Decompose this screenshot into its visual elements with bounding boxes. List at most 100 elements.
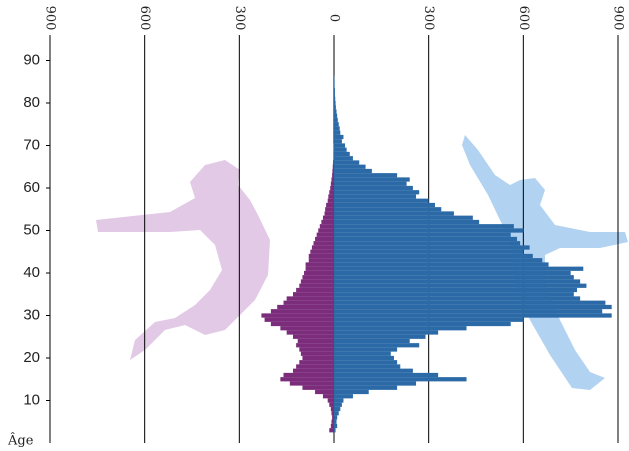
y-axis-label: Âge — [7, 433, 34, 449]
bar — [334, 385, 398, 390]
bar — [334, 419, 337, 424]
bar — [334, 79, 335, 84]
bar — [313, 241, 334, 246]
x-tick-label: 0 — [327, 14, 342, 22]
bar — [286, 296, 334, 301]
bar — [305, 266, 334, 271]
bar — [334, 368, 413, 373]
bar — [299, 347, 334, 352]
y-tick-label: 50 — [23, 221, 40, 238]
bar — [261, 313, 334, 318]
bar — [310, 249, 334, 254]
bar — [334, 117, 338, 123]
bar — [334, 96, 336, 101]
bar — [334, 355, 394, 361]
bar — [283, 372, 334, 378]
bar — [334, 190, 420, 195]
bar — [334, 236, 518, 242]
bar — [283, 300, 334, 305]
bar — [332, 168, 334, 174]
ticks: 900 600 300 0 300 600 900 10 20 30 40 50 60 70 80 90 — [23, 6, 625, 409]
bar — [334, 92, 335, 97]
bar — [334, 228, 524, 233]
y-tick-label: 10 — [23, 391, 40, 408]
bar — [334, 304, 612, 310]
bar — [334, 330, 439, 335]
bar — [332, 164, 334, 169]
bar — [334, 317, 524, 322]
bar — [334, 266, 584, 271]
bar — [334, 270, 571, 276]
bar — [280, 377, 334, 382]
bar — [334, 279, 581, 284]
bar — [334, 83, 335, 89]
bar — [334, 372, 439, 378]
bar — [299, 360, 334, 365]
bar — [334, 377, 467, 382]
bar — [329, 428, 334, 433]
bar — [334, 105, 336, 110]
bar — [334, 402, 342, 407]
bar — [334, 334, 426, 339]
bar — [334, 168, 372, 174]
bar — [334, 321, 511, 327]
x-tick-label: 900 — [43, 6, 58, 31]
bar — [292, 292, 334, 297]
bar — [334, 360, 398, 365]
bar — [332, 173, 334, 178]
bar — [302, 385, 334, 390]
bar — [334, 122, 339, 127]
bar — [315, 389, 334, 395]
bar — [334, 194, 417, 199]
bar — [334, 215, 473, 220]
bar — [327, 198, 334, 203]
bar — [334, 406, 341, 412]
bar — [330, 185, 334, 191]
x-tick-label: 900 — [611, 6, 626, 31]
bar — [334, 241, 521, 246]
bar — [292, 368, 334, 373]
bar — [334, 262, 549, 267]
bar — [264, 317, 334, 322]
bar — [331, 177, 334, 182]
bar — [330, 181, 334, 186]
bar — [334, 326, 467, 331]
x-tick-label: 600 — [516, 6, 531, 31]
bar — [280, 326, 334, 331]
bar — [334, 113, 338, 118]
bar — [334, 164, 366, 169]
bar — [329, 190, 334, 195]
bar — [334, 245, 530, 250]
bar — [304, 270, 334, 276]
bar — [292, 334, 334, 339]
bar — [334, 130, 341, 135]
bar — [334, 219, 480, 225]
bar — [330, 423, 334, 429]
bar — [305, 262, 334, 267]
bar — [270, 309, 334, 314]
bar — [316, 232, 334, 237]
bar — [270, 321, 334, 327]
bar — [328, 194, 334, 199]
y-tick-label: 30 — [23, 306, 40, 323]
bar — [299, 283, 334, 288]
bar — [326, 202, 334, 208]
bar — [334, 364, 401, 369]
bar — [311, 245, 334, 250]
bar — [334, 126, 340, 131]
bar — [334, 249, 524, 254]
bar — [334, 224, 514, 229]
bar — [334, 185, 413, 191]
bar — [334, 300, 606, 305]
bar — [333, 156, 334, 161]
bar — [334, 313, 612, 318]
bar — [334, 381, 417, 386]
bar — [334, 143, 346, 148]
bar — [318, 228, 334, 233]
bar — [334, 343, 420, 348]
y-tick-label: 90 — [23, 51, 40, 68]
bar — [334, 309, 603, 314]
bar — [331, 411, 334, 416]
bar — [300, 279, 334, 284]
